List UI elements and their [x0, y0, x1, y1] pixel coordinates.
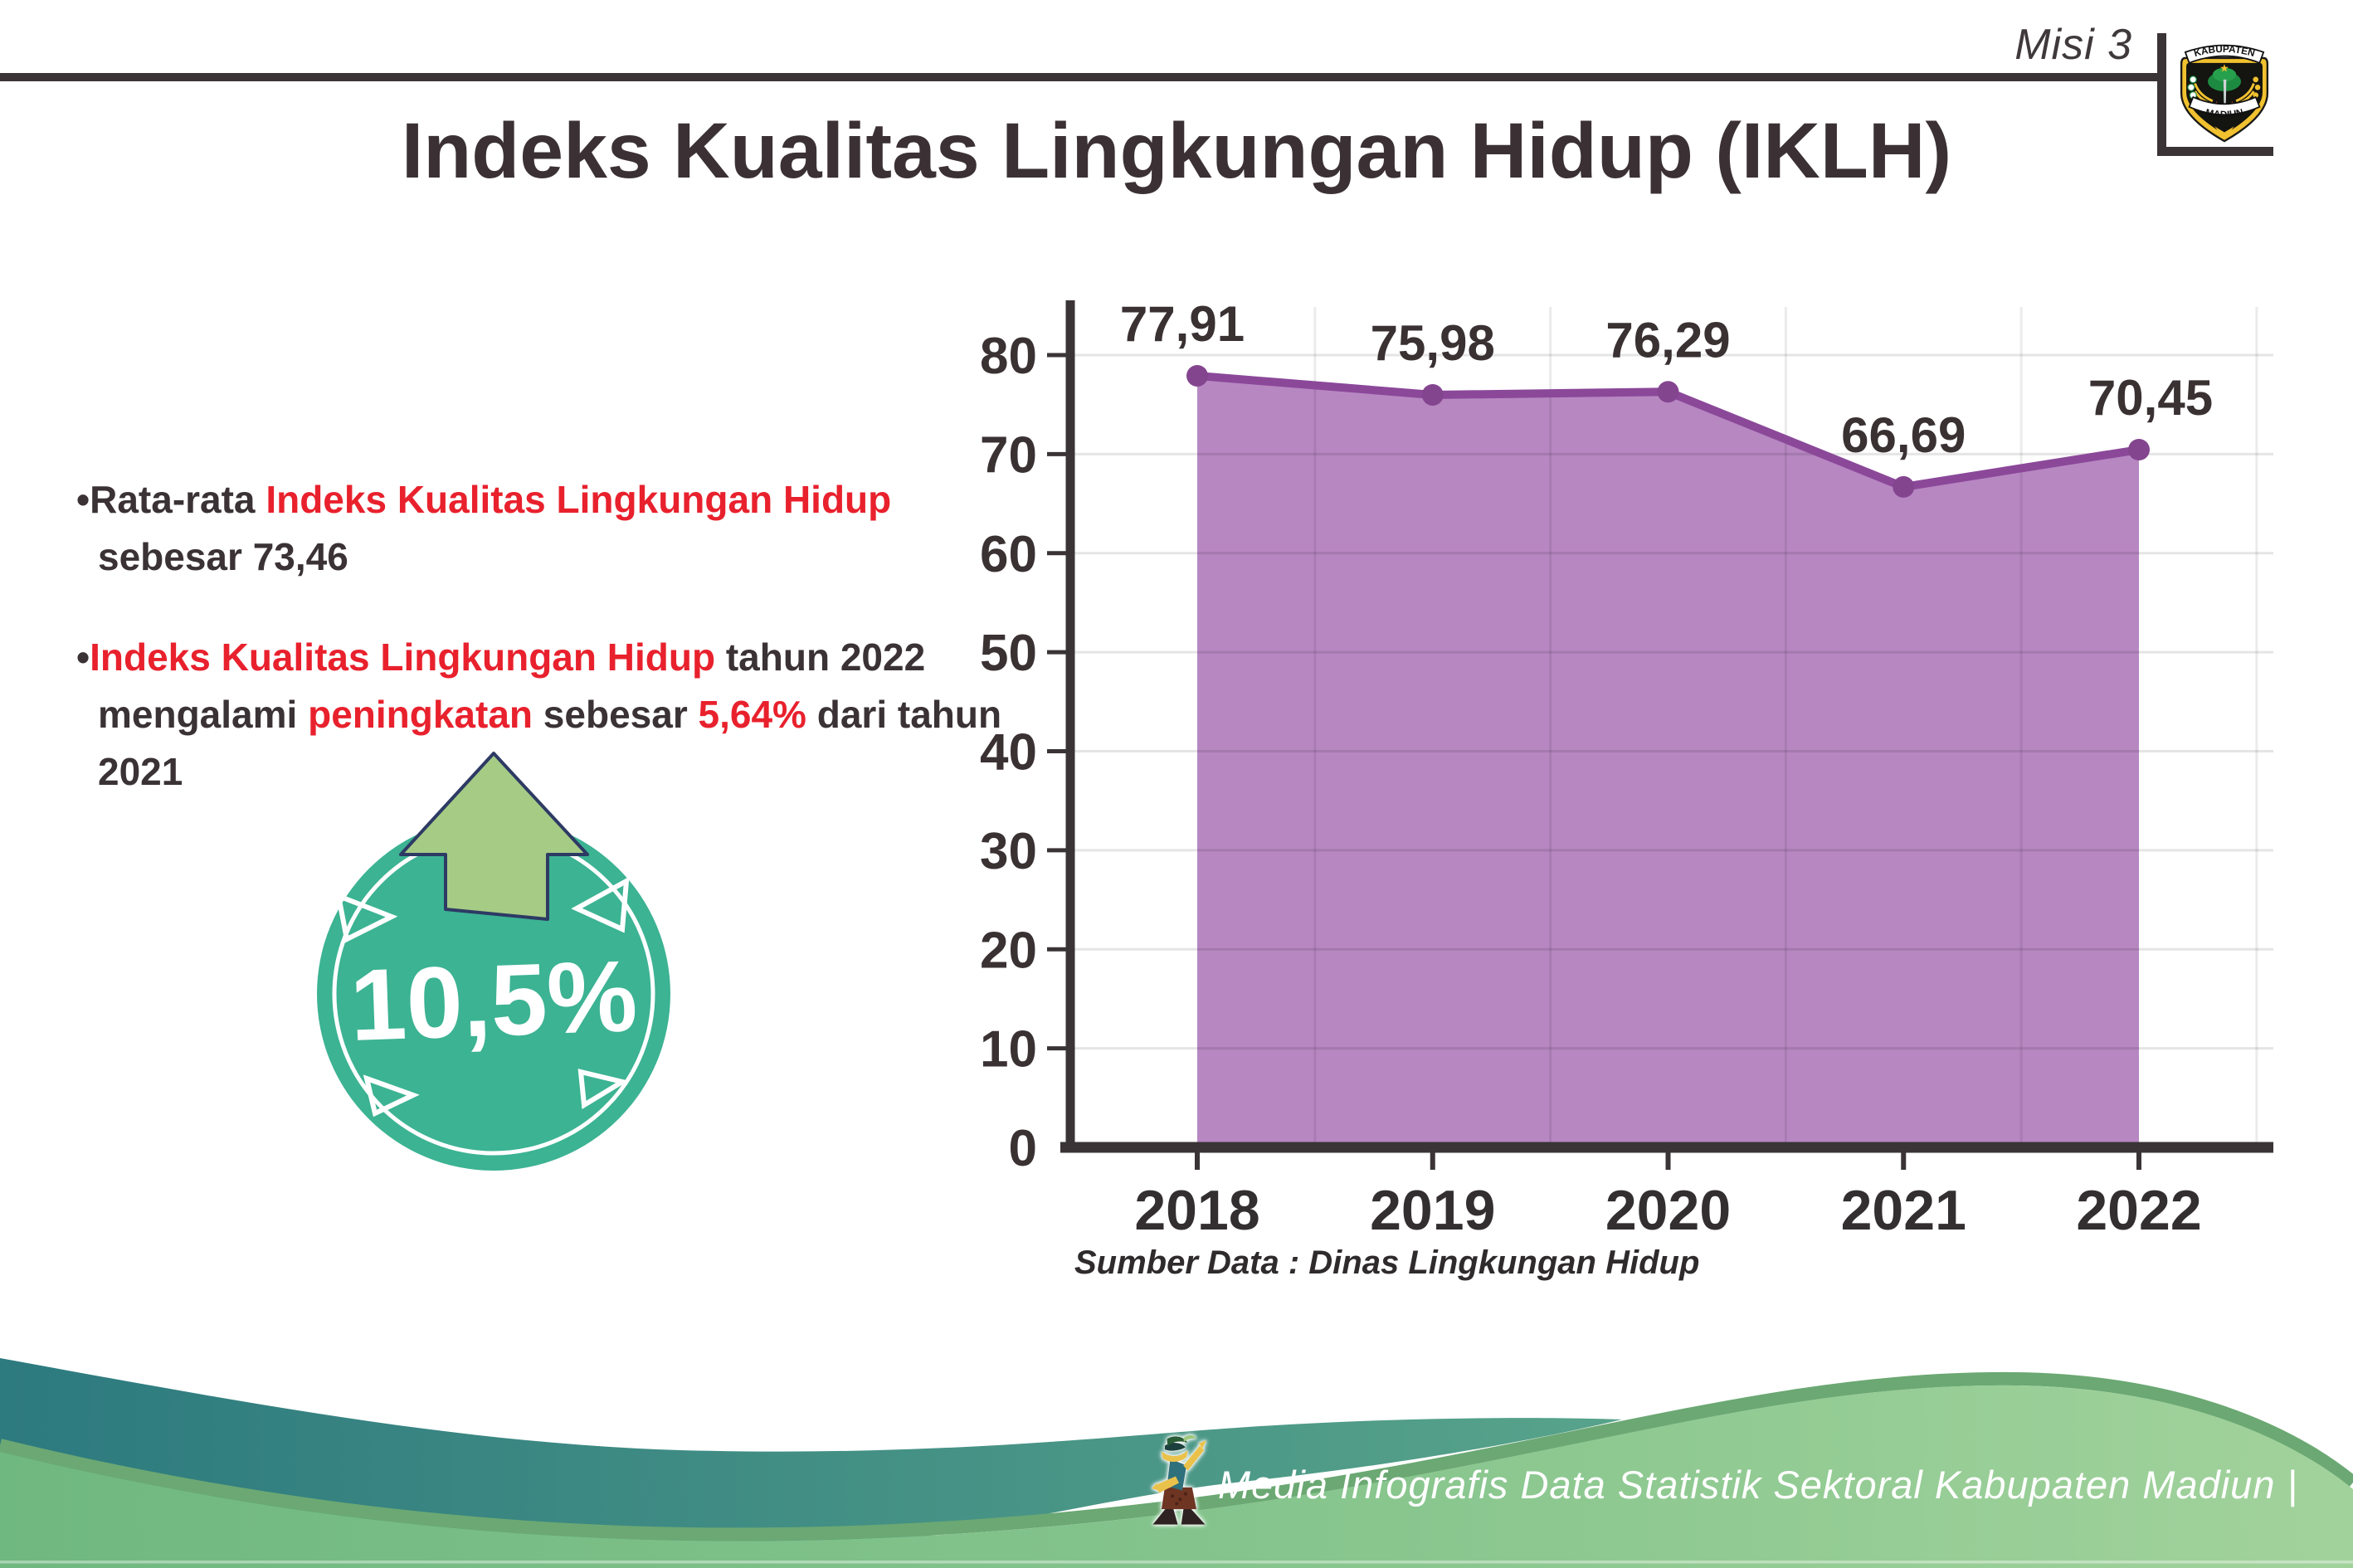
- logo-rice: [2253, 92, 2259, 99]
- badge-spark-triangle: [363, 1074, 420, 1118]
- x-tick-label: 2021: [1841, 1179, 1966, 1242]
- x-tick-label: 2019: [1370, 1179, 1495, 1242]
- footer-bottom-line: [0, 1561, 2353, 1564]
- bullet2-text-2: sebesar: [533, 693, 699, 736]
- data-point: [1421, 383, 1444, 406]
- bullet2-highlight-2: peningkatan: [308, 693, 533, 736]
- logo-kris: [2223, 79, 2227, 107]
- footer-caption: Media Infografis Data Statistik Sektoral…: [1218, 1463, 2298, 1507]
- data-point: [1893, 475, 1915, 498]
- logo-rice: [2254, 84, 2261, 90]
- page-title: Indeks Kualitas Lingkungan Hidup (IKLH): [401, 107, 1952, 195]
- increase-badge: 10,5%: [317, 752, 670, 1171]
- value-label: 70,45: [2088, 370, 2213, 426]
- logo-bottom-ribbon: [2188, 95, 2261, 116]
- header-rule: [0, 73, 2157, 81]
- value-label: 77,91: [1120, 296, 1245, 352]
- y-tick-label: 60: [980, 526, 1037, 583]
- bullet2-text-3: dari tahun 2021: [98, 693, 1002, 793]
- y-tick-label: 0: [1009, 1120, 1037, 1177]
- area-fill: [1197, 375, 2139, 1148]
- y-tick-label: 80: [980, 328, 1037, 385]
- badge-spark-triangle: [571, 876, 630, 933]
- bullet-average: •Rata-rata Indeks Kualitas Lingkungan Hi…: [76, 471, 1030, 586]
- bullet2-highlight-3: 5,64%: [698, 693, 806, 736]
- chart-source-note: Sumber Data : Dinas Lingkungan Hidup: [1074, 1244, 1700, 1281]
- logo-top-ribbon: [2184, 44, 2265, 64]
- logo-top-text: KABUPATEN: [2193, 44, 2256, 59]
- logo-cotton: [2189, 75, 2197, 84]
- logo-frame-vertical: [2157, 33, 2166, 156]
- value-label: 76,29: [1605, 312, 1730, 368]
- bullet1-highlight: Indeks Kualitas Lingkungan Hidup: [266, 478, 892, 521]
- y-tick-label: 70: [980, 426, 1037, 484]
- dancer-mascot-icon: [1152, 1434, 1206, 1525]
- logo-rice: [2253, 76, 2259, 83]
- data-point: [1657, 381, 1679, 403]
- y-tick-label: 50: [980, 625, 1037, 682]
- key-findings: •Rata-rata Indeks Kualitas Lingkungan Hi…: [76, 471, 1030, 844]
- x-tick-label: 2018: [1134, 1179, 1259, 1242]
- mission-label: Misi 3: [2014, 21, 2132, 69]
- badge-spark-triangle: [577, 1069, 629, 1110]
- logo-cotton: [2187, 83, 2195, 91]
- logo-tree-top: [2212, 67, 2237, 82]
- iklh-area-chart: 77,91 75,98 76,29 66,69 70,45 0 10 20 30 40 50 60 70…: [980, 296, 2273, 1242]
- y-tick-label: 10: [980, 1021, 1037, 1079]
- green-wave: [0, 1385, 2353, 1568]
- y-tick-label: 20: [980, 922, 1037, 979]
- logo-chevron: [2214, 126, 2234, 139]
- data-point: [1186, 364, 1208, 387]
- bullet1-value: sebesar 73,46: [98, 535, 348, 578]
- logo-star: ★: [2219, 61, 2229, 74]
- x-tick-label: 2020: [1605, 1179, 1731, 1242]
- bullet2-text-1: tahun 2022 mengalami: [98, 635, 926, 736]
- bullet1-text: Rata-rata: [90, 478, 266, 521]
- badge-value: 10,5%: [348, 939, 639, 1062]
- up-arrow-icon: [399, 752, 589, 921]
- bullet-glyph: •: [76, 635, 90, 679]
- y-tick-label: 30: [980, 823, 1037, 880]
- green-wave-edge: [0, 1371, 2353, 1541]
- x-tick-label: 2022: [2076, 1179, 2201, 1242]
- logo-bottom-text: MADIUN: [2204, 107, 2244, 120]
- bullet2-highlight-1: Indeks Kualitas Lingkungan Hidup: [90, 635, 716, 679]
- badge-spark-triangle: [335, 892, 398, 943]
- logo-frame-horizontal: [2157, 147, 2273, 156]
- value-label: 66,69: [1841, 407, 1966, 463]
- value-label: 75,98: [1371, 315, 1495, 371]
- data-point: [2128, 439, 2150, 461]
- kabupaten-madiun-logo: KABUPATEN ★ MADIUN: [2180, 44, 2269, 143]
- footer-wave-art: [0, 1358, 2353, 1568]
- bullet-increase: •Indeks Kualitas Lingkungan Hidup tahun …: [76, 629, 1030, 801]
- bullet-glyph: •: [76, 478, 90, 521]
- y-tick-label: 40: [980, 724, 1037, 782]
